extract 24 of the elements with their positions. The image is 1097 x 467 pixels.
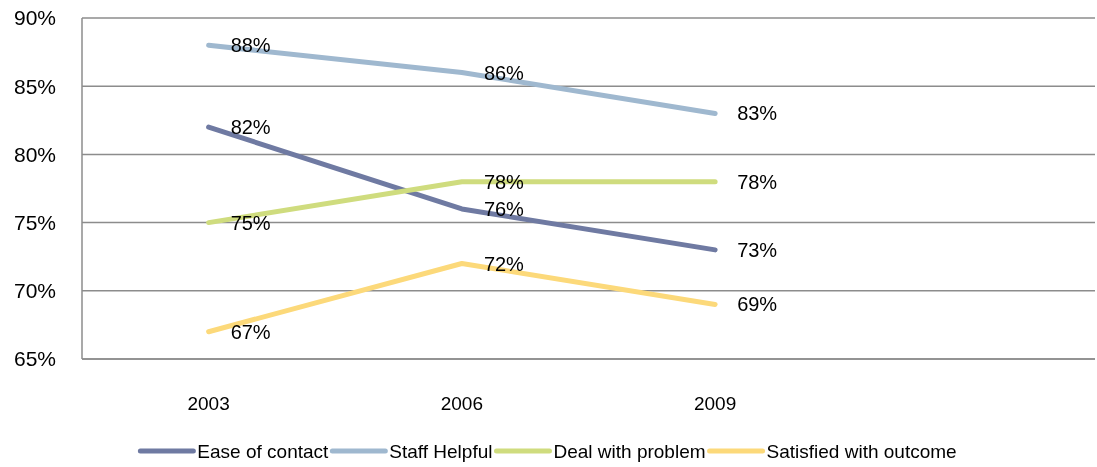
- data-label: 73%: [737, 238, 778, 261]
- data-label: 72%: [483, 252, 525, 275]
- x-tick-label: 2009: [693, 392, 737, 414]
- y-tick-label: 70%: [13, 279, 56, 303]
- data-label: 86%: [483, 61, 525, 84]
- data-label: 69%: [737, 293, 778, 316]
- data-label: 78%: [737, 170, 778, 193]
- data-label: 88%: [230, 34, 271, 57]
- data-label: 83%: [737, 102, 778, 125]
- data-label: 82%: [230, 116, 271, 139]
- data-label: 67%: [230, 320, 271, 343]
- y-tick-label: 80%: [13, 142, 56, 166]
- x-tick-label: 2006: [440, 392, 484, 414]
- legend-label: Ease of contact: [197, 440, 330, 462]
- y-tick-label: 65%: [13, 347, 56, 371]
- legend-label: Satisfied with outcome: [766, 440, 957, 462]
- data-label: 78%: [483, 170, 525, 193]
- legend-label: Staff Helpful: [389, 440, 493, 462]
- legend-label: Deal with problem: [553, 440, 706, 462]
- data-label: 75%: [230, 211, 271, 234]
- x-tick-label: 2003: [187, 392, 230, 414]
- y-tick-label: 85%: [13, 74, 56, 98]
- y-tick-label: 90%: [13, 6, 56, 30]
- y-tick-label: 75%: [13, 210, 56, 234]
